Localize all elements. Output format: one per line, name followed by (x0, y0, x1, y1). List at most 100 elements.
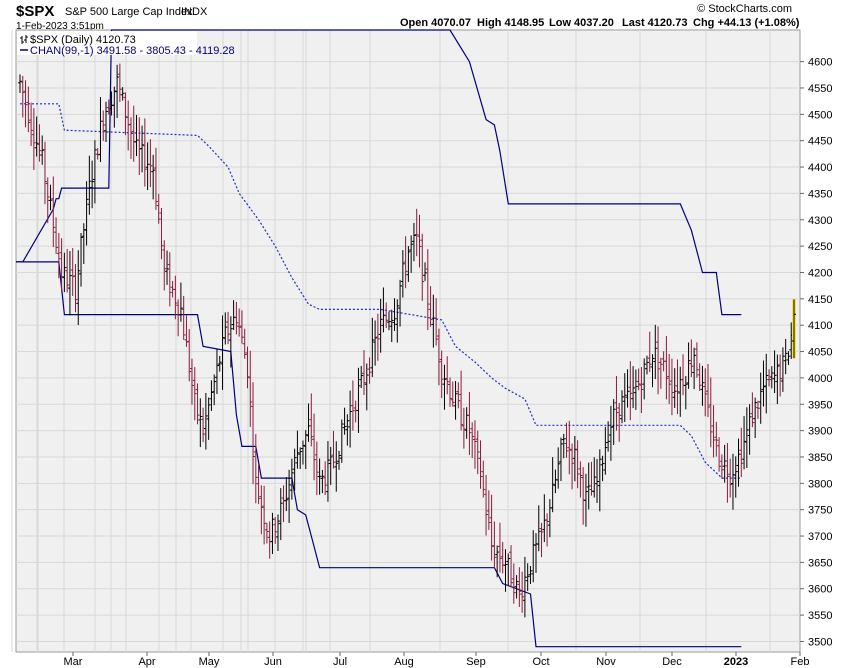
ohlc-bar (159, 207, 164, 260)
ohlc-bar (459, 370, 464, 431)
ohlc-bar (664, 336, 669, 400)
y-tick-label: 4050 (808, 347, 832, 359)
channel-lines (16, 29, 742, 648)
ohlc-bar (595, 458, 600, 503)
ohlc-bar (386, 311, 391, 331)
ohlc-bar (742, 416, 747, 470)
ohlc-bar (287, 469, 292, 523)
y-tick-label: 4500 (808, 109, 832, 121)
ohlc-bar (409, 235, 414, 273)
ohlc-bar (214, 348, 219, 395)
ohlc-bar (686, 342, 691, 389)
ohlc-bar (525, 563, 530, 591)
ohlc-bar (628, 361, 633, 421)
x-tick-label: 2023 (724, 656, 748, 668)
ohlc-bar (675, 359, 680, 414)
ohlc-bar (772, 350, 777, 394)
ohlc-bar (345, 414, 350, 446)
ohlc-bar (201, 407, 206, 443)
ohlc-bar (112, 86, 117, 128)
channel-lower-line (16, 261, 742, 648)
ohlc-bar (417, 214, 422, 268)
ohlc-bar (636, 368, 641, 391)
ohlc-bar (728, 458, 733, 498)
ohlc-bar (783, 338, 788, 375)
ohlc-bar (29, 102, 34, 147)
ohlc-bar (270, 512, 275, 555)
change-value: Chg +44.13 (+1.08%) (693, 17, 800, 29)
ohlc-bar (90, 160, 95, 209)
y-tick-label: 3550 (808, 610, 832, 622)
y-tick-label: 4250 (808, 241, 832, 253)
y-tick-label: 3950 (808, 399, 832, 411)
ohlc-bar (486, 490, 491, 530)
ohlc-bar (73, 263, 78, 313)
ohlc-bar (317, 458, 322, 495)
y-tick-label: 4350 (808, 188, 832, 200)
x-tick-label: Aug (394, 656, 414, 668)
ohlc-bar (750, 392, 755, 428)
ohlc-bar (522, 556, 527, 618)
ohlc-bar (495, 545, 500, 578)
ohlc-bar (206, 397, 211, 440)
ohlc-bar (639, 367, 644, 414)
ohlc-bar (295, 430, 300, 469)
ohlc-bar (472, 420, 477, 469)
y-tick-label: 4300 (808, 215, 832, 227)
ohlc-bar (264, 522, 269, 544)
ohlc-bar (586, 462, 591, 510)
ohlc-bar (719, 454, 724, 479)
ohlc-bar (23, 80, 28, 128)
ohlc-bar (190, 358, 194, 405)
ohlc-bar (34, 116, 39, 157)
ohlc-bar (370, 317, 375, 377)
ohlc-bar (658, 357, 663, 389)
ohlc-bar (425, 249, 430, 331)
ohlc-bar (475, 430, 480, 475)
ohlc-bar (600, 455, 605, 482)
ohlc-bar (642, 358, 647, 400)
ohlc-bar (117, 63, 122, 102)
ohlc-bar (736, 438, 741, 487)
ohlc-bar (461, 407, 466, 449)
ohlc-bar (165, 250, 170, 285)
ohlc-bar (589, 461, 594, 496)
ohlc-bar (653, 324, 658, 380)
x-axis: Mar Apr May Jun Jul Aug Sep Oct Nov Dec 2023 Feb (64, 652, 810, 668)
ohlc-bar (439, 350, 444, 399)
date-label: 1-Feb-2023 3:51pm (16, 21, 104, 32)
ohlc-bar (614, 376, 619, 431)
ohlc-bars (18, 63, 796, 618)
ohlc-bar (445, 356, 450, 395)
x-tick-label: Feb (791, 656, 810, 668)
ohlc-bar (506, 553, 511, 586)
ohlc-bar (226, 311, 231, 345)
low-value: Low 4037.20 (549, 17, 614, 29)
ohlc-bar (492, 521, 497, 569)
ohlc-bar (700, 365, 705, 406)
ohlc-bar (137, 117, 142, 175)
ohlc-bar (689, 339, 694, 377)
y-tick-label: 3850 (808, 452, 832, 464)
ohlc-bar (323, 461, 328, 496)
copyright-label: © StockCharts.com (697, 3, 792, 15)
ohlc-bar (104, 101, 108, 142)
ohlc-bar (428, 286, 433, 327)
ohlc-bar (489, 494, 494, 561)
y-axis: 3500 3550 3600 3650 3700 3750 3800 3850 3900 3950… (800, 57, 832, 648)
ohlc-bar (87, 155, 92, 215)
y-tick-label: 4100 (808, 320, 832, 332)
ohlc-bar (42, 141, 47, 205)
legend-box (17, 31, 197, 55)
ohlc-bar (625, 369, 630, 408)
ohlc-bar (556, 447, 561, 489)
price-legend-icon (20, 35, 28, 44)
ohlc-bar (359, 365, 364, 389)
ohlc-bar (761, 360, 766, 407)
x-tick-label: Nov (596, 656, 616, 668)
ohlc-bar (350, 380, 355, 431)
ohlc-bar (356, 367, 361, 433)
ohlc-bar (767, 369, 772, 387)
ohlc-bar (539, 522, 544, 558)
ohlc-bar (672, 368, 677, 408)
